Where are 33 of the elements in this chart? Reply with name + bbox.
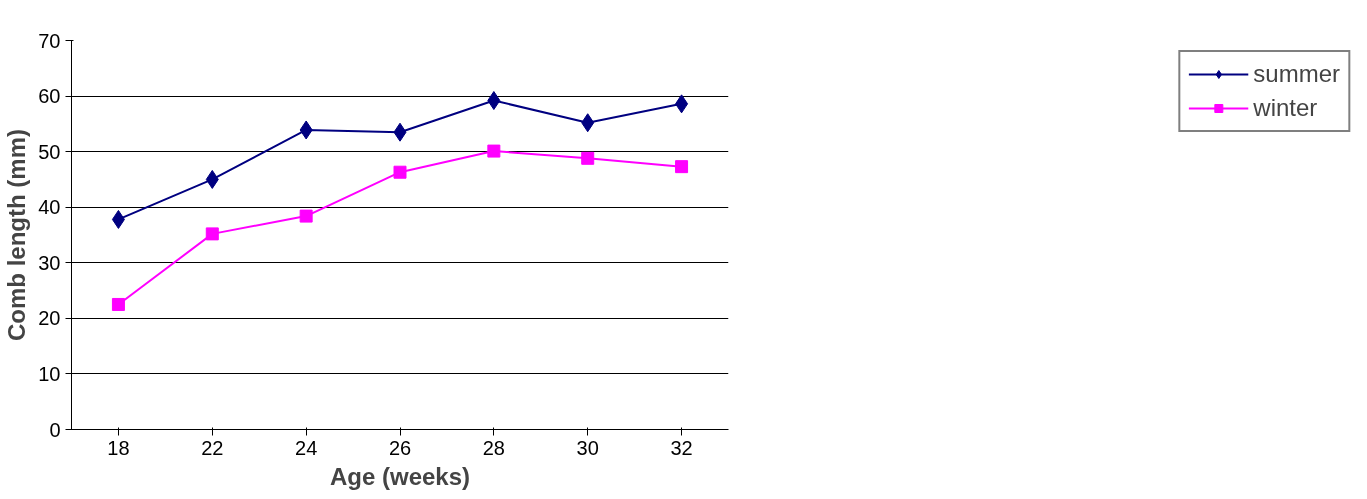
y-tick-label: 50: [38, 140, 61, 163]
point: [205, 227, 219, 241]
x-tick-label: 28: [482, 436, 505, 459]
x-tick-label: 18: [107, 436, 130, 459]
y-tick-label: 40: [38, 196, 61, 219]
point: [487, 144, 501, 158]
x-tick-label: 22: [201, 436, 224, 459]
point: [675, 160, 689, 174]
point: [205, 169, 219, 189]
y-tick-label: 70: [38, 29, 61, 52]
legend-label: winter: [1253, 94, 1318, 122]
point: [111, 209, 125, 229]
legend-label: summer: [1253, 60, 1340, 88]
point: [393, 165, 407, 179]
point: [299, 209, 313, 223]
x-tick-label: 26: [388, 436, 412, 459]
y-tick-label: 20: [38, 307, 61, 330]
x-tick-label: 32: [670, 436, 693, 459]
y-axis-title: Comb length (mm): [3, 129, 31, 341]
x-tick-label: 24: [295, 436, 318, 459]
point: [393, 122, 407, 142]
point: [581, 113, 595, 133]
point: [487, 91, 501, 111]
point: [675, 94, 689, 114]
point: [299, 120, 313, 140]
y-tick-label: 10: [38, 362, 61, 385]
point: [111, 297, 125, 311]
x-tick-label: 30: [576, 436, 599, 459]
y-tick-label: 0: [49, 418, 61, 441]
point: [581, 151, 595, 165]
y-tick-label: 60: [38, 85, 61, 108]
y-tick-label: 30: [38, 251, 61, 274]
x-axis-title: Age (weeks): [329, 462, 471, 490]
